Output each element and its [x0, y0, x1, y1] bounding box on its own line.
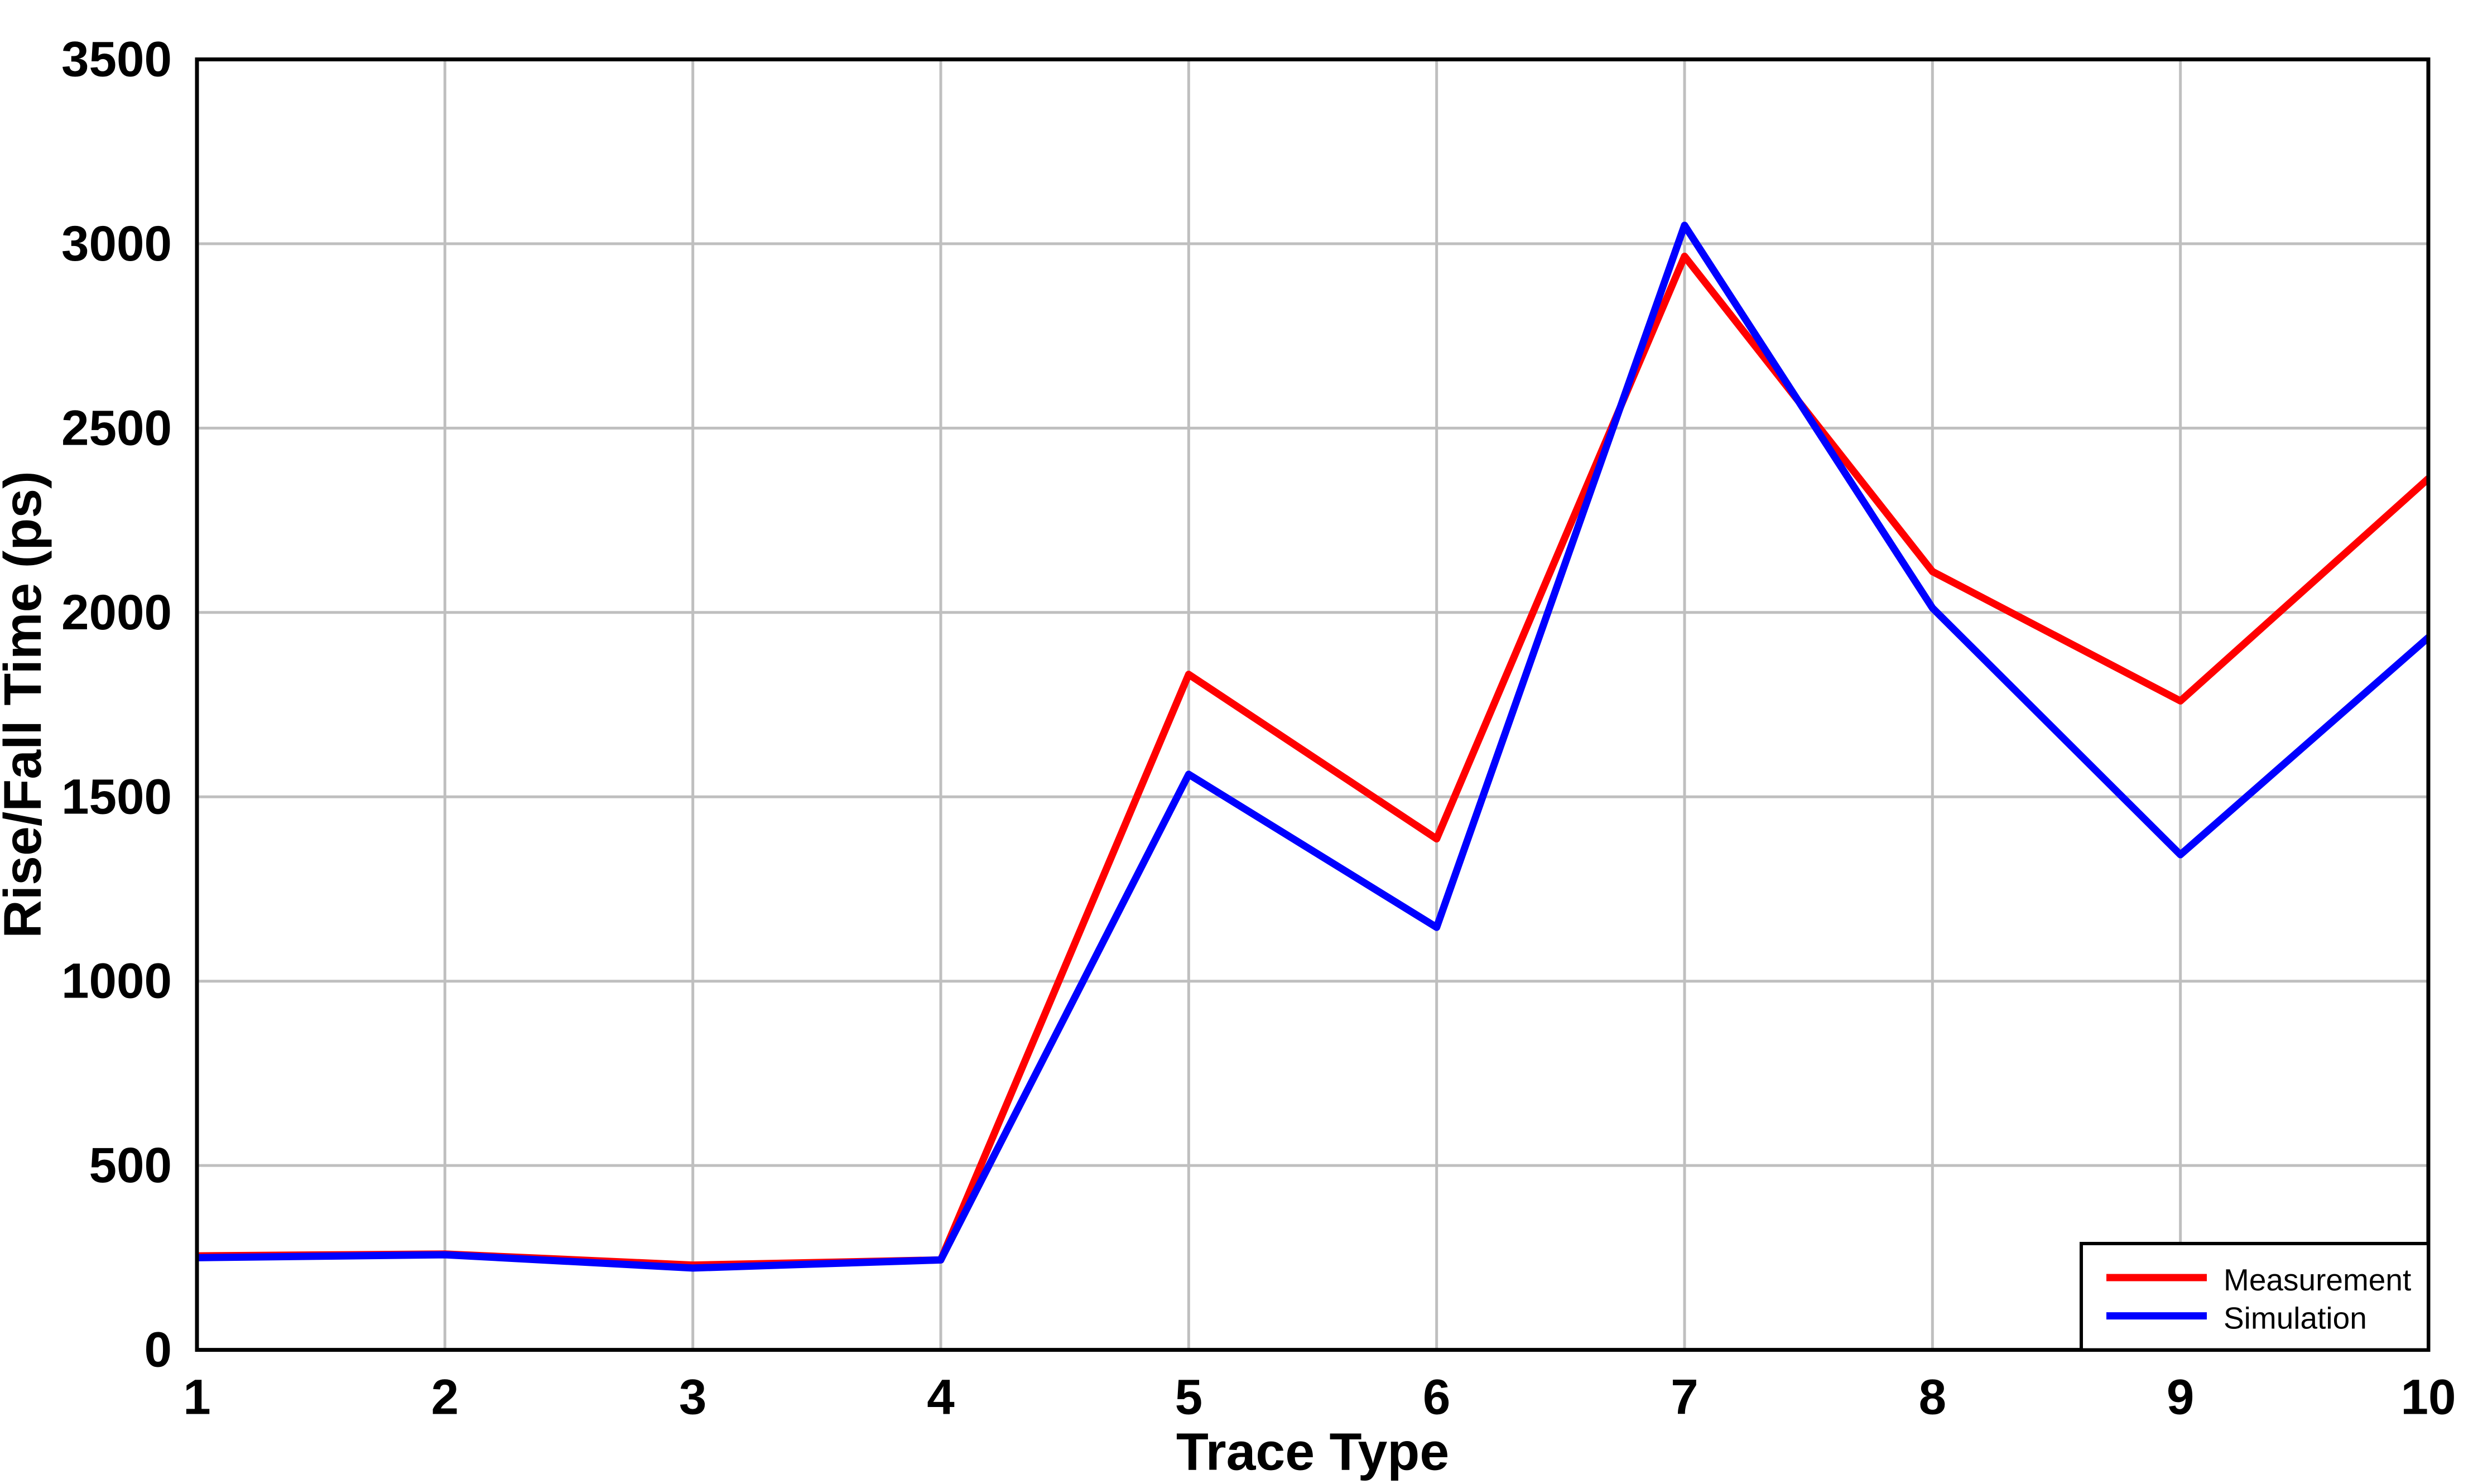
svg-text:500: 500	[89, 1137, 172, 1193]
svg-text:6: 6	[1423, 1369, 1451, 1425]
svg-text:1500: 1500	[61, 768, 172, 824]
svg-text:Trace Type: Trace Type	[1176, 1423, 1449, 1481]
svg-text:3500: 3500	[61, 31, 172, 86]
svg-text:4: 4	[927, 1369, 955, 1425]
svg-text:5: 5	[1175, 1369, 1203, 1425]
svg-text:10: 10	[2401, 1369, 2456, 1425]
svg-text:0: 0	[145, 1322, 172, 1377]
svg-text:Rise/Fall Time (ps): Rise/Fall Time (ps)	[0, 471, 52, 938]
svg-text:8: 8	[1919, 1369, 1947, 1425]
svg-text:3000: 3000	[61, 215, 172, 271]
svg-text:1: 1	[183, 1369, 211, 1425]
svg-text:3: 3	[679, 1369, 707, 1425]
svg-text:2000: 2000	[61, 584, 172, 640]
svg-text:Measurement: Measurement	[2224, 1263, 2411, 1297]
svg-text:Simulation: Simulation	[2224, 1301, 2367, 1336]
svg-text:2: 2	[431, 1369, 459, 1425]
svg-text:2500: 2500	[61, 399, 172, 455]
svg-text:9: 9	[2167, 1369, 2195, 1425]
svg-text:1000: 1000	[61, 953, 172, 1009]
svg-text:7: 7	[1671, 1369, 1698, 1425]
